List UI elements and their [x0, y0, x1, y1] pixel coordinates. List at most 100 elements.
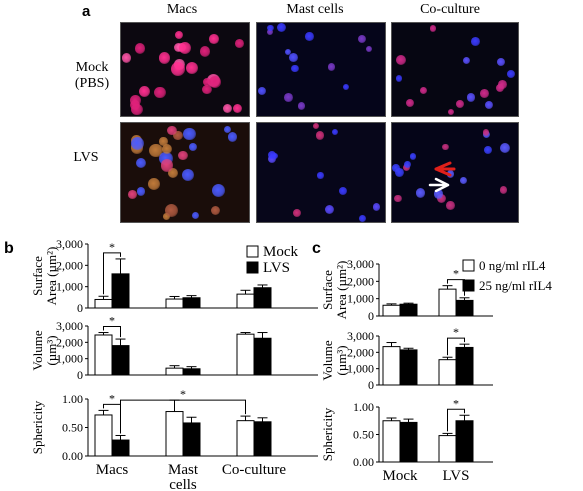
cell-blob: [324, 204, 334, 215]
bar: [399, 349, 418, 386]
chart-b-1: 0 1,000 2,000 3,000 Volume (µm³) *: [30, 314, 318, 382]
bar: [111, 273, 130, 309]
cell-blob: [415, 188, 425, 198]
significance-star: *: [109, 314, 115, 328]
bar: [94, 334, 113, 376]
bar: [236, 420, 255, 457]
bar: [165, 367, 184, 376]
cell-blob: [290, 64, 299, 73]
cell-blob: [285, 48, 292, 55]
y-tick-label: 0.50: [62, 421, 83, 435]
cell-blob: [484, 146, 493, 155]
bar: [236, 333, 255, 376]
cell-blob: [163, 213, 170, 220]
y-tick-label: 1.00: [62, 392, 83, 406]
legend-swatch: [462, 279, 475, 292]
x-category-label: cells: [169, 477, 197, 491]
x-category-label: Co-culture: [222, 462, 286, 478]
significance-star: *: [180, 387, 186, 401]
cell-blob: [267, 150, 277, 160]
y-tick-label: 0: [77, 368, 83, 382]
row-title-lvs: LVS: [73, 150, 99, 165]
cell-blob: [327, 62, 336, 71]
bar: [455, 346, 474, 386]
cell-blob: [365, 45, 373, 53]
row-title-mock: Mock (PBS): [62, 60, 122, 92]
cell-blob: [317, 172, 324, 179]
bar: [111, 345, 130, 376]
bar: [182, 368, 201, 376]
cell-blob: [292, 208, 302, 218]
x-category-label: LVS: [443, 468, 470, 484]
cell-blob: [482, 129, 489, 136]
significance-bracket: [447, 279, 465, 296]
legend-label: LVS: [263, 260, 290, 276]
cell-blob: [436, 193, 447, 204]
cell-blob: [227, 132, 238, 142]
cell-blob: [406, 99, 415, 108]
cell-blob: [372, 202, 381, 211]
y-axis-label: Area (µm²): [44, 247, 59, 306]
x-category-label: Mock: [383, 468, 418, 484]
y-tick-label: 1.00: [353, 400, 374, 414]
cell-blob: [209, 76, 221, 88]
cell-blob: [192, 211, 200, 219]
cell-blob: [276, 23, 286, 33]
bar: [111, 439, 130, 457]
cell-blob: [433, 189, 444, 199]
cell-blob: [183, 127, 196, 141]
y-tick-label: 0.50: [353, 428, 374, 442]
significance-bracket: [120, 399, 246, 434]
cell-blob: [202, 77, 211, 87]
bar: [253, 287, 272, 309]
y-axis-label: (µm³): [334, 345, 349, 375]
cell-blob: [178, 150, 188, 161]
bar: [382, 420, 401, 463]
cell-blob: [338, 187, 347, 196]
cell-blob: [267, 155, 276, 164]
cell-blob: [409, 153, 416, 160]
bar: [182, 422, 201, 457]
cell-blob: [404, 161, 411, 168]
bar: [253, 421, 272, 457]
cell-blob: [446, 201, 455, 210]
micrograph-mock-macs: [120, 22, 250, 117]
significance-star: *: [109, 240, 115, 254]
y-tick-label: 0: [77, 301, 83, 315]
bar: [382, 304, 401, 317]
y-axis-label: Sphericity: [30, 400, 45, 454]
cell-blob: [159, 137, 168, 146]
cell-blob: [288, 53, 298, 63]
y-tick-label: 2,000: [56, 258, 83, 272]
micrograph-lvs-macs: [120, 122, 250, 223]
cell-blob: [507, 70, 515, 79]
cell-blob: [208, 33, 219, 44]
y-tick-label: 2,000: [347, 274, 374, 288]
x-category-label: Macs: [96, 462, 129, 478]
y-tick-label: 2,000: [56, 335, 83, 349]
y-tick-label: 2,000: [347, 345, 374, 359]
y-tick-label: 3,000: [56, 319, 83, 333]
column-title-co-culture: Co-culture: [420, 2, 480, 17]
cell-blob: [480, 89, 489, 98]
cell-blob: [223, 125, 231, 133]
cell-blob: [392, 164, 400, 172]
cell-blob: [121, 53, 132, 63]
cell-blob: [442, 143, 449, 151]
bar: [399, 421, 418, 463]
significance-star: *: [453, 267, 459, 281]
cell-blob: [185, 62, 199, 75]
cell-blob: [500, 143, 510, 154]
micrograph-mock-mast-cells: [256, 22, 386, 117]
cell-blob: [134, 43, 146, 54]
chart-c-3: 0 1,000 2,000 3,000 Surface Area (µm²) *: [320, 257, 493, 323]
cell-blob: [419, 86, 427, 94]
bar: [253, 337, 272, 376]
y-axis-label: (µm³): [44, 335, 59, 365]
y-tick-label: 1,000: [56, 352, 83, 366]
arrows-overlay: [428, 161, 456, 193]
legend-swatch: [462, 259, 475, 272]
y-tick-label: 3,000: [347, 329, 374, 343]
significance-star: *: [109, 391, 115, 405]
cell-blob: [154, 86, 166, 99]
